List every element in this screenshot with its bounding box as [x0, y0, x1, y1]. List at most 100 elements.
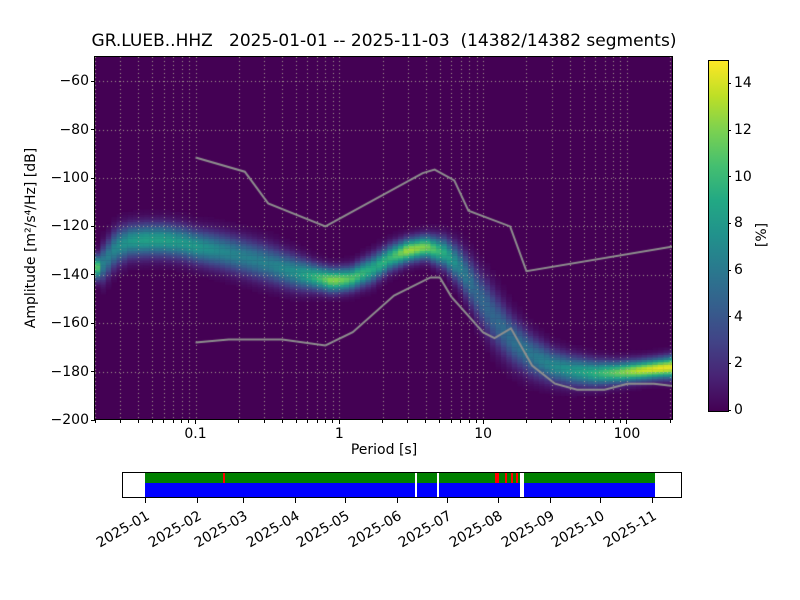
x-major-tick: [482, 420, 484, 424]
x-minor-tick: [332, 420, 334, 423]
y-tick: [91, 225, 95, 227]
colorbar-tick-label: 0: [734, 402, 743, 418]
x-minor-tick: [594, 420, 596, 423]
x-minor-tick: [619, 420, 621, 423]
plot-title: GR.LUEB..HHZ 2025-01-01 -- 2025-11-03 (1…: [91, 31, 677, 51]
x-minor-tick: [439, 420, 441, 423]
month-tick: [651, 498, 653, 503]
x-minor-tick: [151, 420, 153, 423]
y-tick: [91, 322, 95, 324]
x-minor-tick: [460, 420, 462, 423]
month-tick: [396, 498, 398, 503]
month-tick: [344, 498, 346, 503]
month-label: 2025-11: [600, 508, 659, 552]
x-minor-tick: [238, 420, 240, 423]
x-minor-tick: [316, 420, 318, 423]
colorbar-tick: [728, 129, 731, 131]
x-minor-tick: [119, 420, 121, 423]
y-axis-label: Amplitude [m²/s⁴/Hz] [dB]: [23, 147, 39, 329]
y-tick-label: −120: [50, 218, 89, 235]
x-minor-tick: [612, 420, 614, 423]
colorbar-tick-label: 14: [734, 75, 752, 92]
month-label: 2025-04: [243, 508, 303, 552]
colorbar-tick: [728, 362, 731, 364]
colorbar-label: [%]: [754, 222, 770, 248]
x-minor-tick: [669, 420, 671, 423]
coverage-white-gap: [415, 473, 418, 497]
x-tick-label: 100: [613, 426, 641, 442]
coverage-white-gap: [437, 473, 439, 497]
month-tick: [243, 498, 245, 503]
x-minor-tick: [306, 420, 308, 423]
month-tick: [294, 498, 296, 503]
colorbar-tick-label: 8: [734, 215, 743, 232]
y-tick-label: −80: [59, 121, 89, 138]
colorbar-tick: [728, 409, 731, 411]
colorbar-tick-label: 10: [734, 168, 752, 185]
coverage-available-band: [145, 473, 656, 483]
x-minor-tick: [569, 420, 571, 423]
coverage-gap-mark: [495, 473, 499, 483]
month-label: 2025-06: [345, 508, 404, 552]
y-tick: [91, 177, 95, 179]
x-minor-tick: [324, 420, 326, 423]
ppsd-heatmap: [95, 57, 673, 420]
x-minor-tick: [604, 420, 606, 423]
x-minor-tick: [94, 420, 96, 423]
colorbar-tick: [728, 222, 731, 224]
coverage-gap-mark: [504, 473, 507, 483]
coverage-used-band: [145, 483, 656, 497]
x-tick-label: 10: [474, 426, 493, 442]
month-tick: [549, 498, 551, 503]
y-tick: [91, 419, 95, 421]
x-minor-tick: [163, 420, 165, 423]
x-axis-label: Period [s]: [350, 442, 418, 458]
x-minor-tick: [476, 420, 478, 423]
y-tick: [91, 371, 95, 373]
month-label: 2025-05: [293, 508, 353, 552]
colorbar-tick: [728, 82, 731, 84]
x-minor-tick: [382, 420, 384, 423]
x-tick-label: 1: [334, 426, 344, 442]
x-minor-tick: [551, 420, 553, 423]
x-minor-tick: [172, 420, 174, 423]
month-tick: [144, 498, 146, 503]
x-minor-tick: [281, 420, 283, 423]
month-label: 2025-07: [395, 508, 454, 552]
x-minor-tick: [450, 420, 452, 423]
coverage-white-gap: [520, 473, 525, 497]
colorbar-tick: [728, 316, 731, 318]
x-major-tick: [626, 420, 628, 424]
coverage-gap-mark: [511, 473, 514, 483]
y-tick: [91, 129, 95, 131]
y-tick-label: −60: [59, 73, 89, 90]
x-minor-tick: [188, 420, 190, 423]
month-label: 2025-09: [498, 508, 558, 552]
month-label: 2025-01: [93, 508, 153, 552]
colorbar-tick-label: 6: [734, 262, 743, 278]
x-minor-tick: [295, 420, 297, 423]
colorbar-tick-label: 4: [734, 308, 743, 325]
x-minor-tick: [181, 420, 183, 423]
colorbar-tick: [728, 176, 731, 178]
month-tick: [446, 498, 448, 503]
y-tick-label: −100: [50, 170, 89, 186]
x-minor-tick: [525, 420, 527, 423]
y-tick: [91, 274, 95, 276]
x-minor-tick: [468, 420, 470, 423]
x-tick-label: 0.1: [184, 426, 207, 442]
colorbar-tick-label: 12: [734, 122, 752, 138]
y-tick-label: −180: [50, 363, 89, 380]
coverage-gap-mark: [222, 473, 226, 483]
x-minor-tick: [263, 420, 265, 423]
x-minor-tick: [407, 420, 409, 423]
month-label: 2025-08: [447, 508, 506, 552]
y-tick-label: −140: [50, 266, 89, 283]
x-minor-tick: [583, 420, 585, 423]
x-major-tick: [338, 420, 340, 424]
x-minor-tick: [137, 420, 139, 423]
colorbar-tick: [728, 269, 731, 271]
x-major-tick: [195, 420, 197, 424]
month-label: 2025-10: [548, 508, 608, 552]
